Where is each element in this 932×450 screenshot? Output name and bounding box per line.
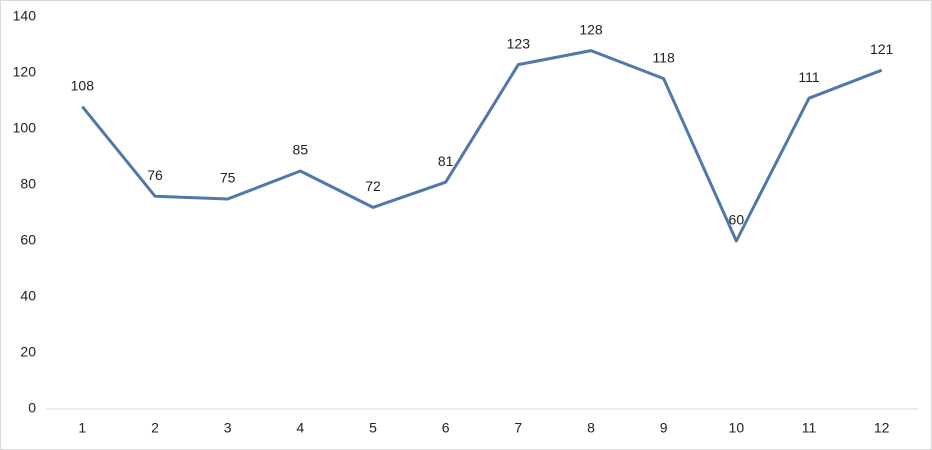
data-label: 121 bbox=[870, 41, 894, 57]
y-tick-label: 0 bbox=[28, 400, 36, 416]
data-label: 76 bbox=[147, 167, 163, 183]
y-tick-label: 60 bbox=[20, 232, 36, 248]
y-tick-label: 120 bbox=[13, 64, 37, 80]
data-label: 72 bbox=[365, 178, 381, 194]
data-label: 60 bbox=[729, 212, 745, 228]
x-tick-label: 3 bbox=[224, 420, 232, 436]
x-tick-label: 9 bbox=[660, 420, 668, 436]
x-tick-label: 11 bbox=[802, 420, 817, 436]
x-tick-label: 6 bbox=[442, 420, 450, 436]
data-label: 108 bbox=[71, 77, 95, 93]
x-tick-label: 4 bbox=[296, 420, 304, 436]
data-line bbox=[81, 49, 883, 243]
y-tick-label: 20 bbox=[20, 344, 36, 360]
x-tick-label: 2 bbox=[151, 420, 159, 436]
y-tick-label: 40 bbox=[20, 288, 36, 304]
x-tick-label: 8 bbox=[587, 420, 595, 436]
data-label: 75 bbox=[220, 170, 236, 186]
x-tick-label: 12 bbox=[874, 420, 890, 436]
data-label: 128 bbox=[579, 21, 603, 37]
y-tick-label: 140 bbox=[13, 8, 37, 24]
data-label: 123 bbox=[507, 35, 531, 51]
x-tick-label: 10 bbox=[729, 420, 745, 436]
y-tick-label: 80 bbox=[20, 176, 36, 192]
data-label: 81 bbox=[438, 153, 454, 169]
y-tick-label: 100 bbox=[13, 120, 37, 136]
data-label: 111 bbox=[798, 69, 819, 85]
data-label: 85 bbox=[293, 142, 309, 158]
x-tick-label: 1 bbox=[78, 420, 86, 436]
data-label: 118 bbox=[653, 49, 676, 65]
x-tick-label: 7 bbox=[514, 420, 522, 436]
x-tick-label: 5 bbox=[369, 420, 377, 436]
